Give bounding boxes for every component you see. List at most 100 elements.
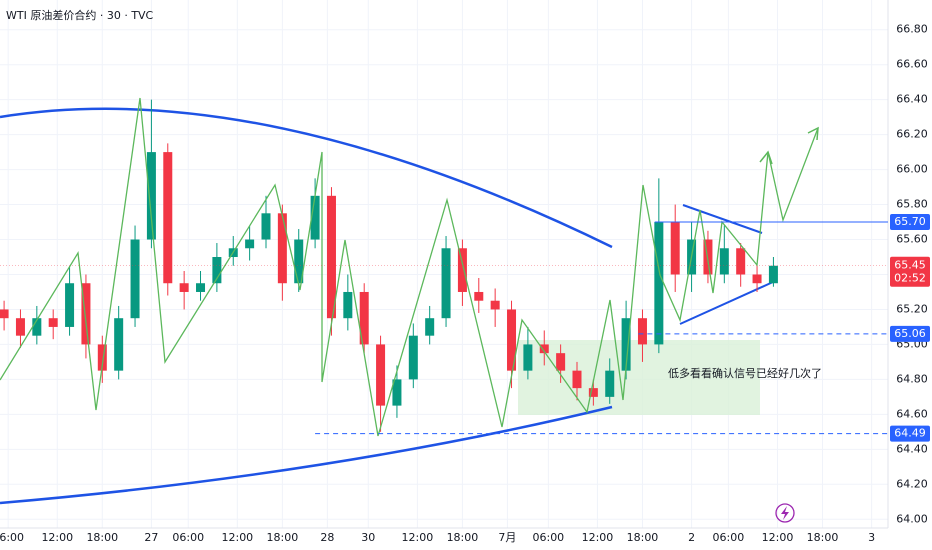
y-tick-label: 66.60 [896,58,928,71]
x-tick-label: 28 [320,531,334,544]
candle-body [572,370,582,389]
candle-body [359,291,369,345]
zigzag [0,97,819,437]
chart-title: WTI 原油差价合约 · 30 · TVC [6,8,154,22]
candles [0,99,778,432]
candle-body [507,309,517,371]
level-badge [890,214,930,231]
level-label: 65.06 [894,327,926,340]
candle-body [196,283,206,292]
candle-body [32,318,42,336]
y-tick-label: 65.20 [896,302,928,315]
level-label: 64.49 [894,427,926,440]
candle-body [163,152,173,284]
x-tick-label: 18:00 [807,531,839,544]
x-tick-label: 06:00 [172,531,204,544]
y-tick-label: 65.60 [896,233,928,246]
candle-body [670,222,680,275]
candle-body [539,344,549,354]
candle-body [48,318,58,327]
candle-body [457,248,467,292]
x-tick-label: 18:00 [86,531,118,544]
candle-body [490,300,500,310]
axes: 64.0064.2064.4064.6064.8065.0065.2065.40… [0,23,930,544]
y-tick-label: 64.80 [896,372,928,385]
x-tick-label: 06:00 [532,531,564,544]
y-tick-label: 66.80 [896,23,928,36]
y-tick-label: 66.40 [896,93,928,106]
candle-body [294,239,304,284]
y-tick-label: 66.20 [896,128,928,141]
candle-body [114,318,124,371]
candle-body [97,344,107,371]
arrow-head [807,126,819,141]
y-tick-label: 64.40 [896,442,928,455]
event-icon[interactable] [775,503,795,523]
y-tick-label: 64.00 [896,512,928,525]
candle-body [556,353,566,371]
x-tick-label: 12:00 [221,531,253,544]
candle-body [752,274,762,284]
last-price-badge [890,256,930,287]
candle-body [719,248,729,275]
arc-bottom [0,405,613,505]
candle-body [392,379,402,406]
triangle-bottom [679,281,774,325]
candle-body [523,344,533,371]
candle-body [637,318,647,345]
candle-body [261,213,271,240]
candle-body [654,222,664,345]
candle-body [621,318,631,371]
y-tick-label: 65.80 [896,198,928,211]
candle-body [605,370,615,397]
candle-body [146,152,156,240]
y-tick-label: 64.60 [896,407,928,420]
x-tick-label: 18:00 [267,531,299,544]
x-tick-label: 3 [868,531,875,544]
arrow-head [759,150,773,165]
candle-body [81,283,91,345]
x-tick-label: 2 [688,531,695,544]
candle-body [441,248,451,319]
candle-body [326,195,336,319]
event-icon-bolt [781,506,789,520]
triangle-top [682,204,763,234]
candle-body [310,195,320,240]
y-tick-label: 66.00 [896,163,928,176]
candle-body [343,291,353,319]
x-tick-label: 12:00 [41,531,73,544]
arc-top [0,107,613,249]
x-tick-label: 27 [144,531,158,544]
x-tick-label: 12:00 [762,531,794,544]
candle-body [65,283,75,327]
y-tick-label: 64.20 [896,477,928,490]
candle-body [408,335,418,380]
candle-body [212,257,222,284]
candle-body [0,309,9,319]
annotation: 低多看看确认信号已经好几次了 [668,366,822,380]
candle-body [179,283,189,292]
x-tick-label: 18:00 [447,531,479,544]
candle-body [588,388,598,397]
candle-body [245,239,255,249]
x-tick-label: 06:00 [0,531,24,544]
candle-body [425,318,435,336]
level-badge [890,425,930,442]
x-tick-label: 7月 [498,531,516,544]
last-price-label: 65.45 [894,259,926,272]
x-tick-label: 06:00 [713,531,745,544]
level-label: 65.70 [894,215,926,228]
x-tick-label: 12:00 [402,531,434,544]
zone-box [518,340,760,415]
candle-body [130,239,140,319]
candle-body [474,291,484,301]
candle-body [376,344,386,406]
x-tick-label: 18:00 [627,531,659,544]
candle-body [15,318,25,336]
candle-body [768,265,778,284]
x-tick-label: 12:00 [582,531,614,544]
countdown-label: 02:52 [894,272,926,285]
candle-body [736,248,746,275]
